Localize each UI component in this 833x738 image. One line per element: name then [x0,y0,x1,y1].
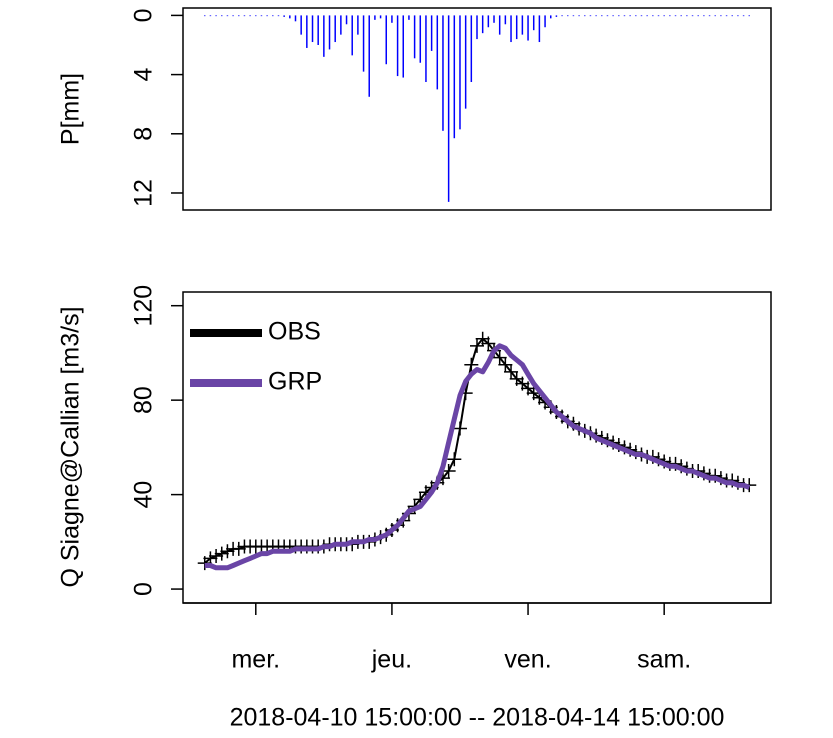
sim-line [204,343,751,571]
y-tick-label: 40 [130,481,158,509]
obs-point [231,541,246,556]
y-tick-label: 120 [130,285,158,327]
obs-point [452,421,467,436]
x-axis-label: 2018-04-10 15:00:00 -- 2018-04-14 15:00:… [230,704,725,732]
x-tick-label: mer. [231,646,280,674]
obs-point [470,338,484,353]
legend-label: GRP [268,368,322,396]
y-tick-label: 0 [130,8,158,22]
x-tick-label: jeu. [371,646,412,674]
x-tick-label: ven. [504,646,551,674]
y-tick-label: 12 [130,179,158,207]
y-axis-label: Q Siagne@Callian [m3/s] [57,306,85,587]
y-tick-label: 0 [130,582,158,596]
obs-point [447,452,462,467]
obs-point [498,357,513,372]
obs-point [492,350,507,365]
x-tick-label: sam. [637,646,691,674]
obs-point [481,336,496,351]
obs-point [209,549,224,564]
plot-frame [182,7,772,211]
obs-point [464,357,479,372]
y-tick-label: 8 [130,127,158,141]
y-tick-label: 80 [130,386,158,414]
y-tick-label: 4 [130,68,158,82]
legend-label: OBS [268,318,321,346]
obs-point [220,544,235,559]
y-axis-label: P[mm] [57,73,85,145]
obs-point [214,546,229,561]
obs-point [504,364,519,379]
